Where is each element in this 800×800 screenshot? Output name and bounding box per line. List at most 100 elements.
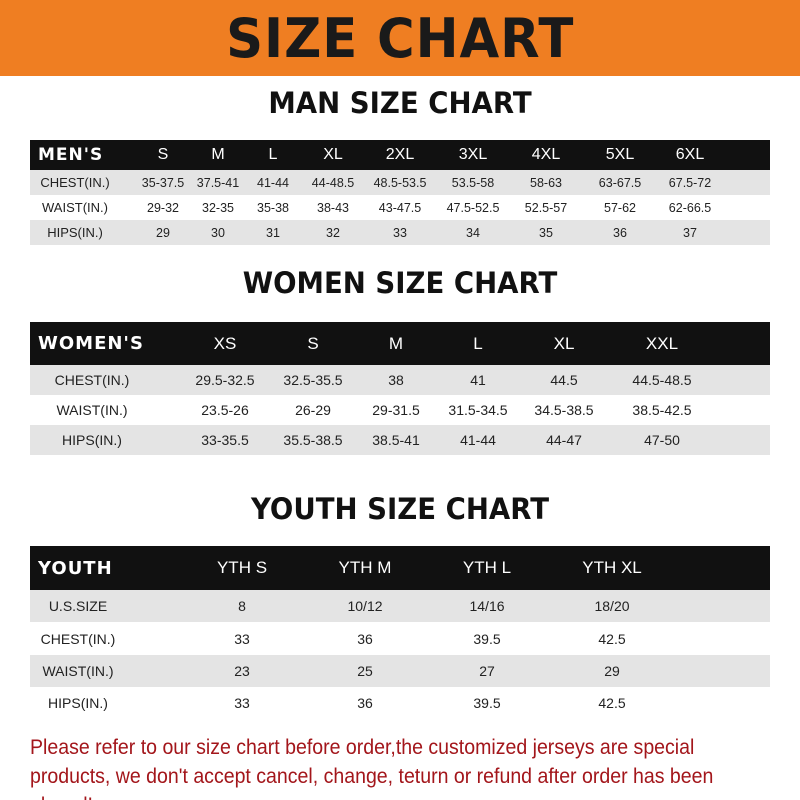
size-header-cell: 6XL <box>675 146 705 163</box>
measurement-cell: 41-44 <box>460 432 496 448</box>
measurement-cell: 36 <box>357 694 373 711</box>
measurement-cell: 31.5-34.5 <box>448 402 508 418</box>
measurement-cell: 39.5 <box>473 694 501 711</box>
measurement-cell: 37 <box>683 225 697 240</box>
measurement-cell: 8 <box>238 598 246 614</box>
measurement-cell: 29 <box>156 225 170 240</box>
measurement-label: U.S.SIZE <box>48 598 108 614</box>
measurement-cell: 35-38 <box>257 200 289 215</box>
measurement-cell: 47.5-52.5 <box>446 200 500 215</box>
size-header-cell: XS <box>213 333 237 353</box>
size-header-cell: XL <box>323 146 343 163</box>
measurement-cell: 29-32 <box>147 200 179 215</box>
size-header-cell: 5XL <box>605 146 635 163</box>
measurement-cell: 52.5-57 <box>524 200 568 215</box>
size-header-cell: S <box>157 146 169 163</box>
measurement-label: HIPS(IN.) <box>62 432 122 448</box>
measurement-cell: 29 <box>604 663 620 679</box>
measurement-cell: 27 <box>479 663 495 679</box>
size-header-cell: M <box>388 333 404 353</box>
table-header-row: YOUTH YTH S YTH M YTH L YTH XL <box>30 546 770 590</box>
measurement-cell: 58-63 <box>530 175 562 190</box>
measurement-cell: 30 <box>211 225 225 240</box>
size-header-cell: XL <box>553 333 575 353</box>
measurement-cell: 47-50 <box>644 432 680 448</box>
measurement-cell: 44.5-48.5 <box>632 372 692 388</box>
measurement-cell: 25 <box>357 663 373 679</box>
size-header-cell: 4XL <box>531 146 561 163</box>
table-row: CHEST(IN.) 29.5-32.5 32.5-35.5 38 41 44.5 44.5… <box>30 365 770 395</box>
table-row: WAIST(IN.) 23.5-26 26-29 29-31.5 31.5-34.5 34… <box>30 395 770 425</box>
measurement-cell: 35 <box>539 225 553 240</box>
measurement-label: CHEST(IN.) <box>54 372 130 388</box>
measurement-cell: 35.5-38.5 <box>283 432 343 448</box>
measurement-label: WAIST(IN.) <box>42 200 108 215</box>
measurement-cell: 38 <box>388 372 404 388</box>
measurement-label: CHEST(IN.) <box>40 630 116 647</box>
measurement-label: HIPS(IN.) <box>47 225 103 240</box>
size-header-cell: YTH L <box>462 558 512 577</box>
measurement-cell: 39.5 <box>473 630 501 647</box>
banner: SIZE CHART <box>0 0 800 76</box>
man-size-chart-title: MAN SIZE CHART <box>268 86 532 120</box>
measurement-cell: 32-35 <box>202 200 234 215</box>
measurement-cell: 37.5-41 <box>196 175 240 190</box>
measurement-cell: 32 <box>326 225 340 240</box>
measurement-cell: 23.5-26 <box>201 402 249 418</box>
size-header-cell: 2XL <box>385 146 415 163</box>
measurement-cell: 34.5-38.5 <box>534 402 594 418</box>
measurement-cell: 38-43 <box>317 200 349 215</box>
measurement-cell: 35-37.5 <box>141 175 185 190</box>
measurement-cell: 33 <box>234 630 250 647</box>
measurement-cell: 33-35.5 <box>201 432 249 448</box>
measurement-cell: 38.5-41 <box>372 432 420 448</box>
measurement-cell: 38.5-42.5 <box>632 402 692 418</box>
measurement-cell: 23 <box>234 663 250 679</box>
measurement-cell: 41-44 <box>257 175 289 190</box>
measurement-cell: 36 <box>357 630 373 647</box>
measurement-cell: 10/12 <box>347 598 383 614</box>
table-category-label: MEN'S <box>38 145 104 165</box>
table-row: HIPS(IN.) 33 36 39.5 42.5 <box>30 687 770 718</box>
measurement-cell: 41 <box>470 372 486 388</box>
table-row: HIPS(IN.) 33-35.5 35.5-38.5 38.5-41 41-44 44-… <box>30 425 770 455</box>
size-header-cell: YTH S <box>216 558 268 577</box>
measurement-cell: 31 <box>266 225 280 240</box>
youth-size-chart-title: YOUTH SIZE CHART <box>250 492 550 526</box>
measurement-cell: 33 <box>234 694 250 711</box>
measurement-cell: 44-47 <box>546 432 582 448</box>
table-category-label: WOMEN'S <box>38 333 144 354</box>
measurement-cell: 42.5 <box>598 630 626 647</box>
measurement-cell: 26-29 <box>295 402 331 418</box>
measurement-cell: 33 <box>393 225 407 240</box>
measurement-cell: 43-47.5 <box>378 200 422 215</box>
table-row: U.S.SIZE 8 10/12 14/16 18/20 <box>30 590 770 622</box>
size-header-cell: YTH XL <box>582 558 642 577</box>
measurement-cell: 29.5-32.5 <box>195 372 255 388</box>
table-row: CHEST(IN.) 35-37.5 37.5-41 41-44 44-48.5 48.5… <box>30 170 770 195</box>
measurement-cell: 18/20 <box>594 598 630 614</box>
table-header-row: WOMEN'S XS S M L XL XXL <box>30 322 770 365</box>
measurement-cell: 44-48.5 <box>311 175 355 190</box>
measurement-cell: 29-31.5 <box>372 402 420 418</box>
banner-title: SIZE CHART <box>225 6 575 70</box>
measurement-cell: 36 <box>613 225 627 240</box>
measurement-cell: 63-67.5 <box>598 175 642 190</box>
measurement-label: WAIST(IN.) <box>42 663 114 679</box>
table-row: HIPS(IN.) 29 30 31 32 33 34 35 36 37 <box>30 220 770 245</box>
measurement-label: WAIST(IN.) <box>56 402 128 418</box>
size-header-cell: L <box>473 333 483 353</box>
measurement-cell: 34 <box>466 225 480 240</box>
table-row: WAIST(IN.) 29-32 32-35 35-38 38-43 43-47.5 47.… <box>30 195 770 220</box>
size-header-cell: XXL <box>645 333 679 353</box>
order-notice: Please refer to our size chart before or… <box>30 736 714 800</box>
table-row: WAIST(IN.) 23 25 27 29 <box>30 655 770 687</box>
table-row: CHEST(IN.) 33 36 39.5 42.5 <box>30 622 770 655</box>
table-category-label: YOUTH <box>38 557 113 579</box>
size-header-cell: YTH M <box>338 558 392 577</box>
table-header-row: MEN'S S M L XL 2XL 3XL 4XL 5XL 6XL <box>30 140 770 170</box>
size-header-cell: L <box>268 146 278 163</box>
measurement-label: HIPS(IN.) <box>48 694 108 711</box>
size-header-cell: S <box>307 333 319 353</box>
